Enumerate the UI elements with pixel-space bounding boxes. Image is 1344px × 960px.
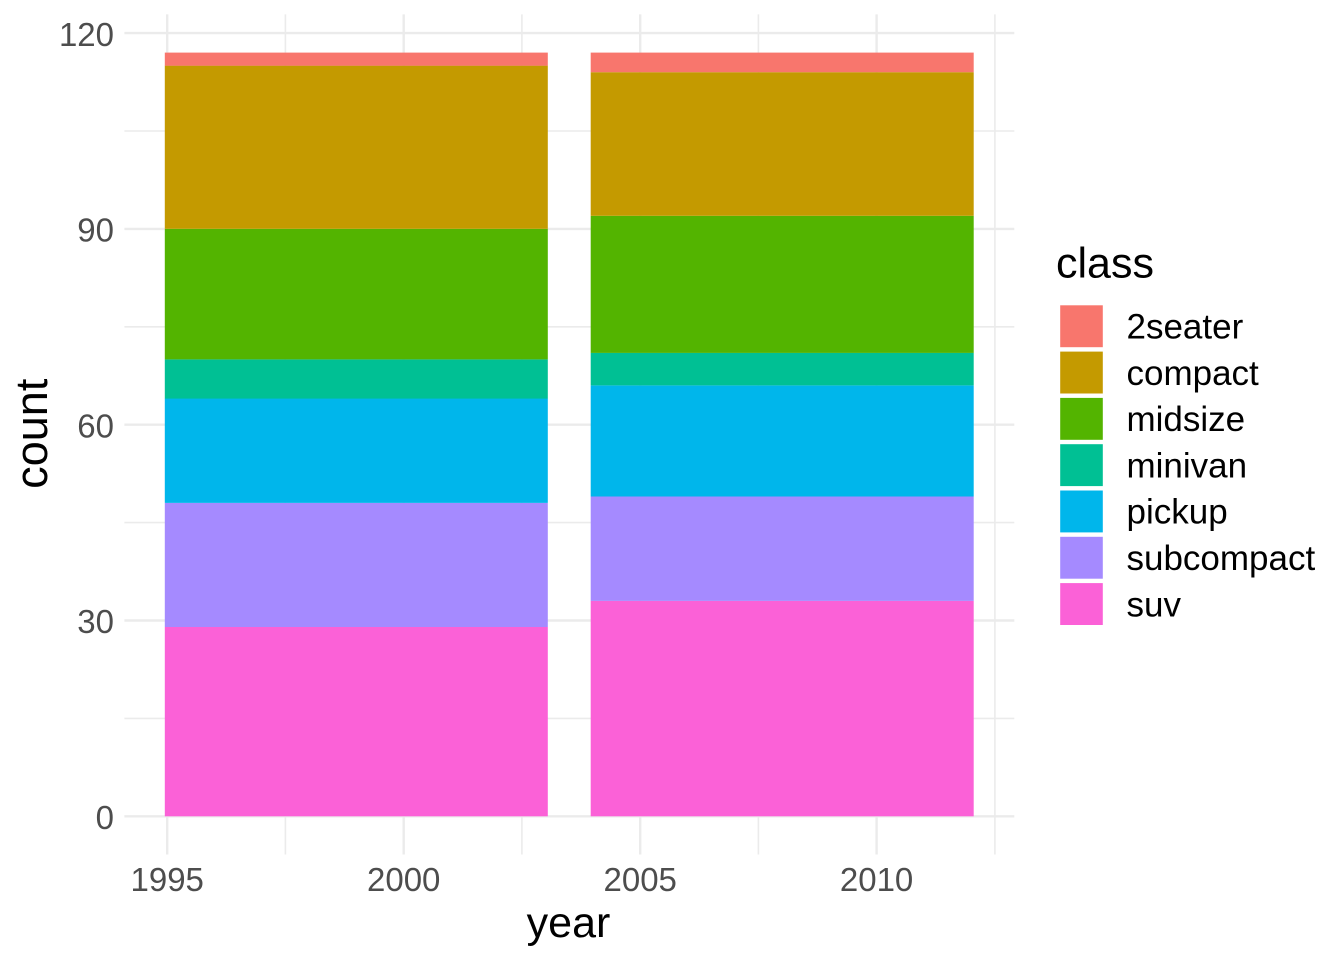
svg-text:0: 0 [96, 799, 114, 836]
svg-text:subcompact: subcompact [1127, 539, 1316, 578]
svg-text:2seater: 2seater [1127, 308, 1244, 347]
svg-text:count: count [6, 378, 57, 489]
svg-text:60: 60 [77, 407, 114, 444]
svg-text:midsize: midsize [1127, 400, 1246, 439]
svg-text:90: 90 [77, 212, 114, 249]
svg-text:compact: compact [1127, 354, 1260, 393]
svg-text:2010: 2010 [840, 861, 913, 898]
svg-text:30: 30 [77, 603, 114, 640]
svg-text:2005: 2005 [603, 861, 676, 898]
svg-text:year: year [527, 899, 611, 947]
svg-text:suv: suv [1127, 585, 1182, 624]
svg-text:minivan: minivan [1127, 446, 1248, 485]
svg-text:2000: 2000 [367, 861, 440, 898]
svg-text:1995: 1995 [130, 861, 203, 898]
svg-text:class: class [1056, 240, 1154, 288]
svg-text:pickup: pickup [1127, 493, 1228, 532]
svg-text:120: 120 [59, 16, 114, 53]
